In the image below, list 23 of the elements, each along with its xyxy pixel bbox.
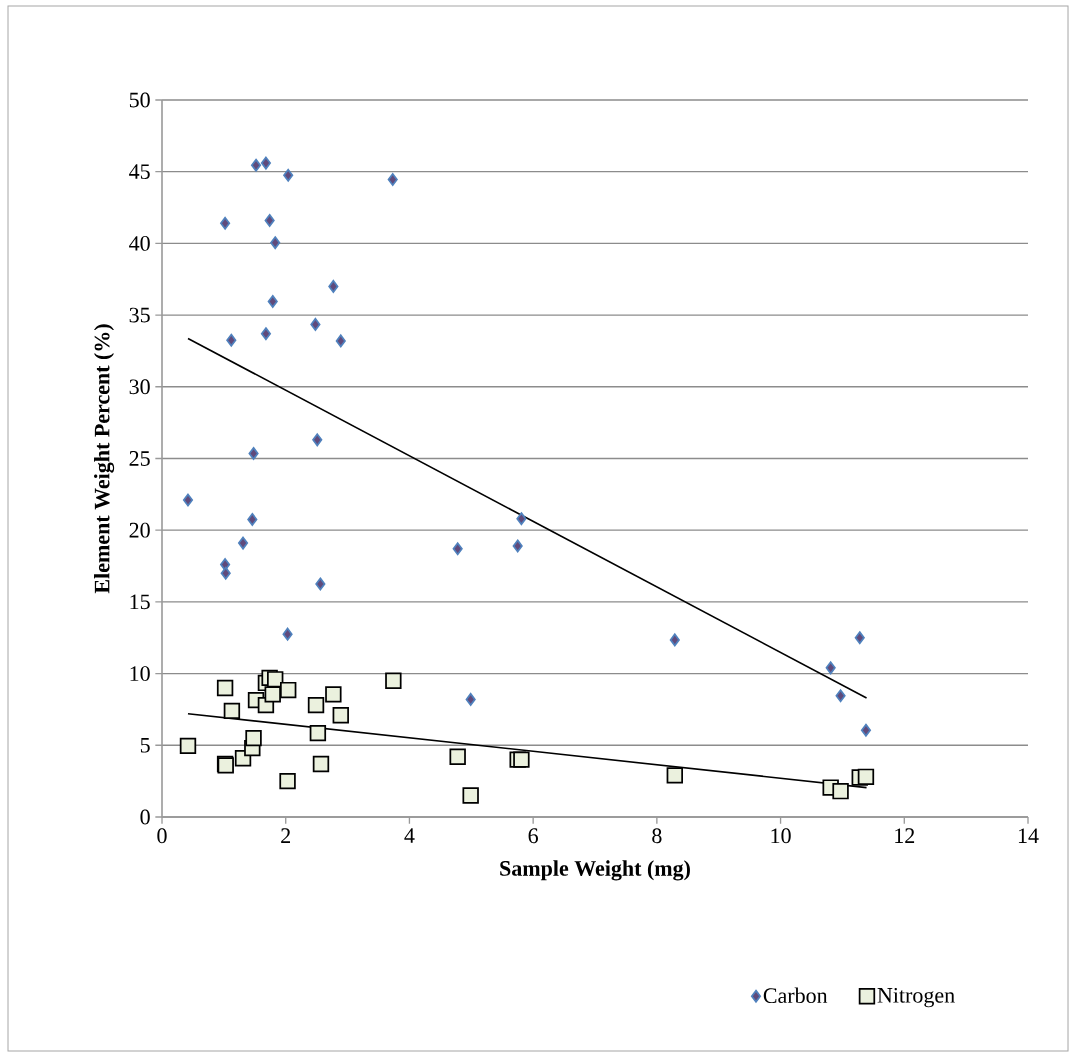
- x-axis-title: Sample Weight (mg): [500, 860, 690, 881]
- x-tick-label: 8: [652, 828, 662, 844]
- y-tick-label: 25: [129, 451, 150, 466]
- y-tick-label: 20: [129, 522, 150, 538]
- legend-label: Nitrogen: [877, 987, 955, 1008]
- x-tick-label: 14: [1018, 828, 1039, 843]
- y-tick-label: 50: [129, 92, 150, 108]
- x-tick-label: 10: [771, 828, 791, 844]
- y-tick-label: 35: [129, 307, 150, 323]
- y-tick-label: 0: [140, 809, 150, 825]
- y-tick-label: 40: [129, 235, 150, 251]
- y-tick-label: 15: [130, 594, 150, 610]
- x-tick-label: 0: [157, 828, 167, 844]
- y-tick-label: 10: [130, 666, 150, 681]
- x-tick-label: 2: [281, 828, 291, 843]
- y-tick-label: 30: [129, 379, 150, 395]
- y-axis-title: Element Weight Percent (%): [94, 324, 115, 594]
- y-tick-label: 45: [129, 164, 150, 180]
- x-tick-label: 4: [404, 828, 415, 843]
- x-tick-label: 12: [895, 828, 915, 843]
- y-tick-label: 5: [140, 737, 150, 753]
- x-tick-label: 6: [528, 828, 538, 844]
- legend-label: Carbon: [763, 987, 828, 1004]
